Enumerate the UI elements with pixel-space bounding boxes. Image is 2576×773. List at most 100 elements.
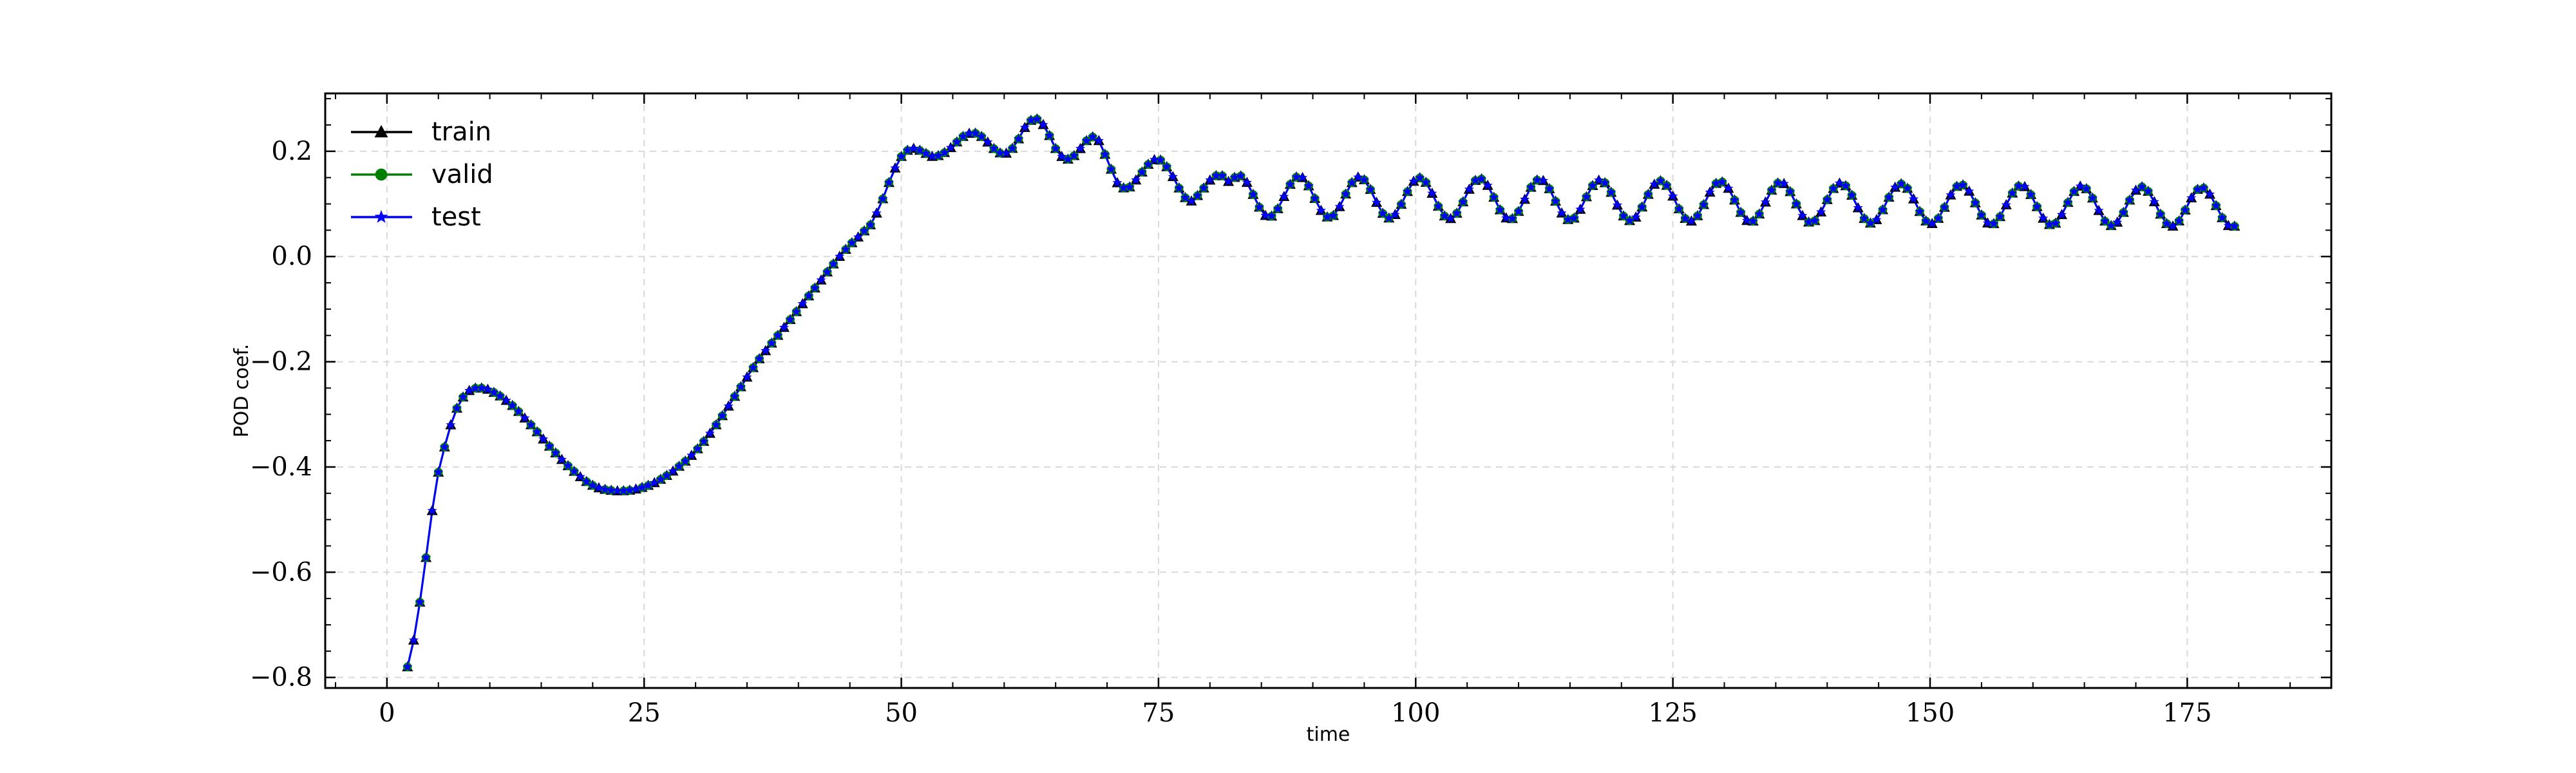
data-point-test [482,384,493,394]
data-point-test [1026,115,1036,125]
data-point-test [1489,192,1499,202]
data-point-test [2211,200,2221,210]
data-point-test [1229,172,1240,182]
data-point-test [1902,183,1913,193]
data-point-test [1180,193,1191,202]
data-point-test [2180,205,2190,215]
data-point-test [1933,213,1944,223]
data-point-test [625,485,635,495]
data-point-test [902,145,913,155]
data-point-test [1470,175,1481,185]
data-point-test [587,480,598,490]
data-point-test [680,456,690,466]
data-point-test [1680,213,1690,223]
data-point-test [1254,202,1265,212]
data-point-test [2174,216,2184,225]
data-point-test [1063,154,1073,164]
data-point-test [2118,207,2128,217]
data-point-test [1482,180,1493,190]
data-point-test [2192,184,2202,194]
data-point-test [971,128,981,138]
data-point-test [1773,178,1783,187]
data-point-test [890,163,900,173]
data-point-test [2044,219,2054,229]
data-point-test [1637,202,1647,211]
data-point-test [2137,182,2147,191]
data-point-test [1871,215,1882,224]
data-point-test [2217,213,2228,222]
data-point-test [1649,179,1660,189]
data-point-test [1476,173,1487,184]
data-point-test [1075,143,1086,153]
markers-valid [402,115,2239,672]
data-point-test [2161,218,2172,228]
data-point-test [1057,151,1067,161]
data-point-test [896,151,907,161]
data-point-test [1143,159,1153,169]
data-point-test [1137,167,1147,177]
x-tick-label: 100 [1391,698,1440,728]
legend-label-valid: valid [431,160,493,189]
data-point-test [1069,150,1079,160]
data-point-test [415,596,425,607]
data-point-test [1112,177,1122,187]
data-point-test [1001,148,1012,158]
data-point-test [594,482,604,492]
legend-item-test: test [351,202,481,232]
data-point-test [766,338,777,348]
data-point-test [1174,183,1184,193]
data-point-test [2168,221,2178,231]
data-point-test [439,442,450,452]
data-point-test [840,244,851,254]
data-point-test [1662,180,1672,190]
data-point-test [1655,175,1666,186]
data-point-test [804,291,814,300]
data-point-test [1100,149,1110,159]
data-point-test [1520,194,1530,204]
data-point-test [464,385,475,395]
data-point-test [575,472,585,481]
data-point-test [1526,182,1536,192]
data-point-test [1155,155,1166,165]
legend-marker-train [374,125,388,138]
data-point-test [1106,164,1116,174]
data-point-test [1668,191,1678,201]
data-point-test [2020,181,2030,191]
data-point-test [532,426,542,436]
data-point-test [2094,205,2104,215]
data-point-test [1260,210,1271,220]
data-point-test [884,177,894,187]
legend-marker-shape-valid [375,168,388,181]
data-point-test [1334,202,1345,211]
data-point-test [421,552,431,562]
data-point-test [551,448,561,457]
data-point-test [2143,186,2154,196]
data-point-test [1322,212,1332,222]
x-tick-label: 0 [379,698,395,728]
data-point-test [1045,130,1055,140]
data-point-test [1310,193,1320,203]
series-line-valid [406,118,2235,667]
data-point-test [1303,180,1314,191]
data-point-test [2112,217,2123,227]
data-point-test [495,390,506,401]
data-point-test [1248,189,1258,199]
data-point-test [742,372,752,381]
data-point-test [1538,175,1548,185]
data-point-test [507,400,518,410]
data-point-test [1365,184,1376,194]
data-point-test [2199,182,2209,193]
data-point-test [674,461,685,471]
data-point-test [477,383,487,392]
data-point-test [711,419,721,430]
data-point-test [730,391,740,401]
data-point-test [1631,212,1641,222]
data-point-test [458,392,468,401]
data-point-test [1976,210,1987,220]
data-point-test [847,238,857,247]
data-point-test [513,406,524,416]
series-lines [406,118,2235,667]
data-point-test [1341,189,1351,198]
data-point-test [1452,208,1462,218]
data-point-test [2032,202,2042,211]
